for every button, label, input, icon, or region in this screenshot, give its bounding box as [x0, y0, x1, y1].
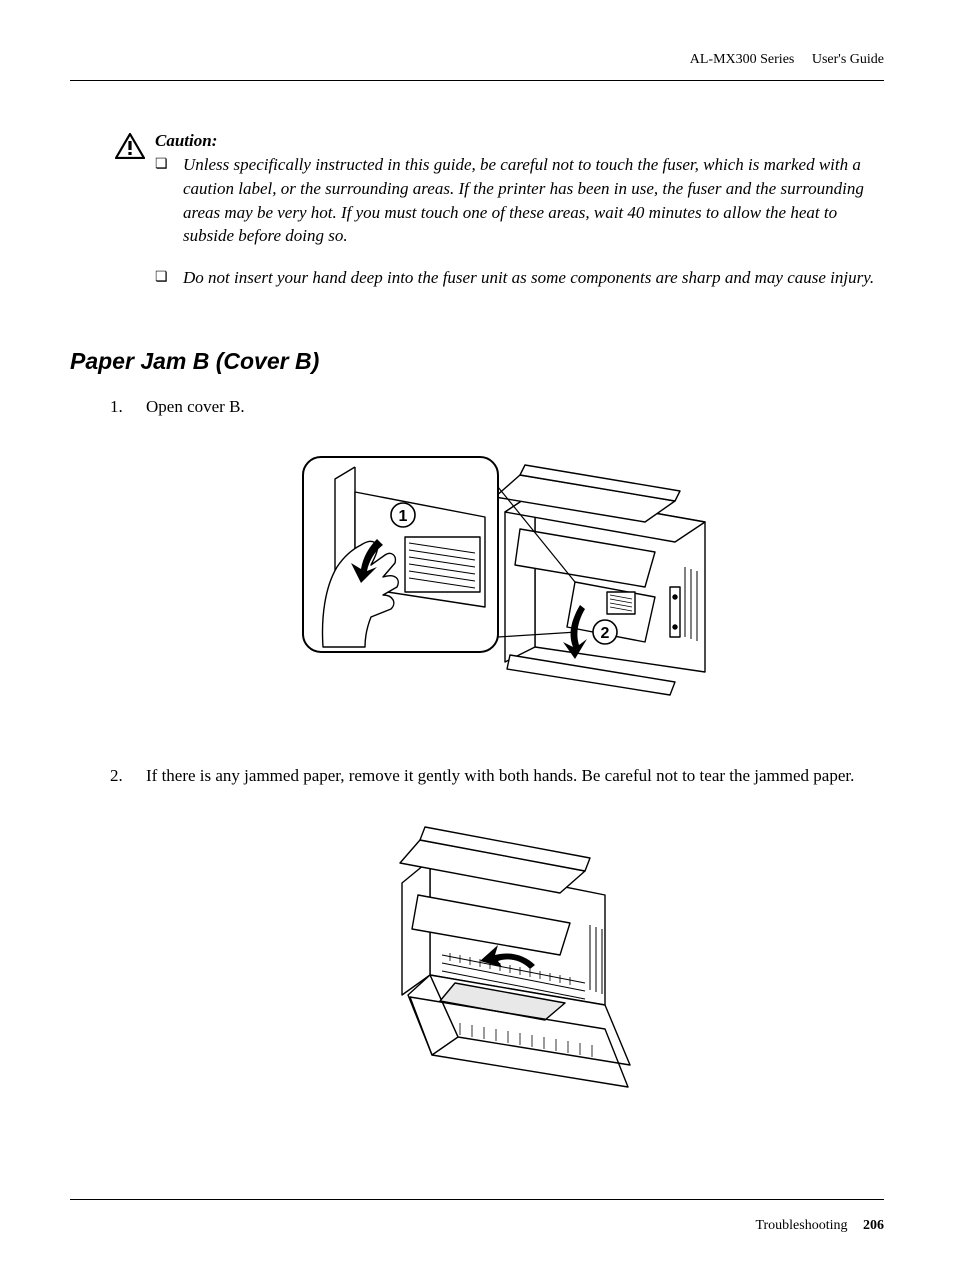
- header-series: AL-MX300 Series: [690, 52, 795, 67]
- step-item: 1. Open cover B.: [110, 395, 884, 724]
- step-number: 2.: [110, 764, 123, 788]
- step-item: 2. If there is any jammed paper, remove …: [110, 764, 884, 1123]
- steps-list: 1. Open cover B.: [110, 395, 884, 1122]
- callout-1: 1: [399, 508, 408, 525]
- section-heading: Paper Jam B (Cover B): [70, 348, 884, 375]
- page-header: AL-MX300 Series User's Guide: [70, 52, 884, 81]
- footer-page-number: 206: [863, 1218, 884, 1233]
- caution-item: Unless specifically instructed in this g…: [155, 153, 884, 248]
- caution-heading: Caution:: [155, 131, 884, 151]
- warning-icon: [115, 133, 145, 164]
- step-number: 1.: [110, 395, 123, 419]
- step-text: Open cover B.: [146, 397, 245, 416]
- caution-list: Unless specifically instructed in this g…: [155, 153, 884, 290]
- caution-item: Do not insert your hand deep into the fu…: [155, 266, 884, 290]
- figure-1: 2: [146, 437, 884, 724]
- page-footer: Troubleshooting 206: [70, 1199, 884, 1234]
- caution-block: Caution: Unless specifically instructed …: [115, 131, 884, 308]
- footer-section: Troubleshooting: [755, 1218, 847, 1233]
- header-guide: User's Guide: [812, 52, 884, 67]
- figure-2: [146, 805, 884, 1122]
- callout-2: 2: [601, 625, 610, 642]
- step-text: If there is any jammed paper, remove it …: [146, 766, 854, 785]
